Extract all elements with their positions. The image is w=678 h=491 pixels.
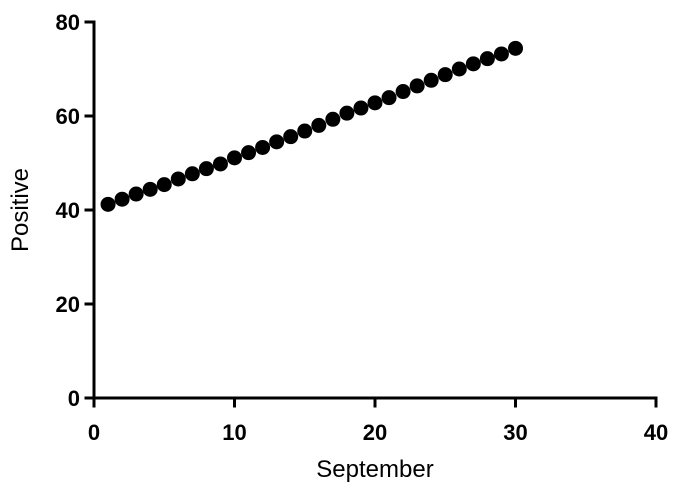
data-point (170, 171, 186, 187)
data-point (423, 72, 439, 88)
data-point (184, 166, 200, 182)
data-point (493, 46, 509, 62)
data-point (353, 100, 369, 116)
x-tick-label: 0 (88, 420, 100, 445)
data-point (409, 78, 425, 94)
data-point (381, 90, 397, 106)
data-point (395, 84, 411, 100)
y-axis: 0 20 40 60 80 (56, 10, 96, 411)
y-tick-label: 80 (56, 10, 80, 35)
data-point (156, 177, 172, 193)
y-tick-label: 20 (56, 292, 80, 317)
data-point (325, 111, 341, 127)
data-point (283, 129, 299, 145)
data-point (255, 139, 271, 155)
y-axis-title: Positive (7, 168, 34, 252)
data-point (339, 105, 355, 121)
data-point (311, 117, 327, 133)
x-axis: 0 10 20 30 40 (88, 396, 668, 445)
x-tick-label: 20 (363, 420, 387, 445)
data-points (100, 40, 523, 212)
data-point (212, 156, 228, 172)
data-point (437, 67, 453, 83)
data-point (508, 40, 523, 56)
data-point (128, 186, 144, 202)
data-point (479, 51, 495, 67)
data-point (241, 145, 257, 161)
data-point (114, 191, 130, 207)
data-point (142, 181, 158, 197)
data-point (297, 123, 313, 139)
x-tick-label: 10 (222, 420, 246, 445)
y-tick-label: 60 (56, 104, 80, 129)
data-point (465, 56, 481, 72)
data-point (198, 161, 214, 177)
data-point (367, 95, 383, 111)
data-point (100, 196, 116, 212)
y-tick-label: 0 (68, 386, 80, 411)
data-point (451, 61, 467, 77)
y-tick-label: 40 (56, 198, 80, 223)
data-point (269, 134, 285, 150)
x-tick-label: 30 (503, 420, 527, 445)
x-tick-label: 40 (644, 420, 668, 445)
data-point (227, 150, 242, 166)
x-axis-title: September (316, 456, 433, 483)
